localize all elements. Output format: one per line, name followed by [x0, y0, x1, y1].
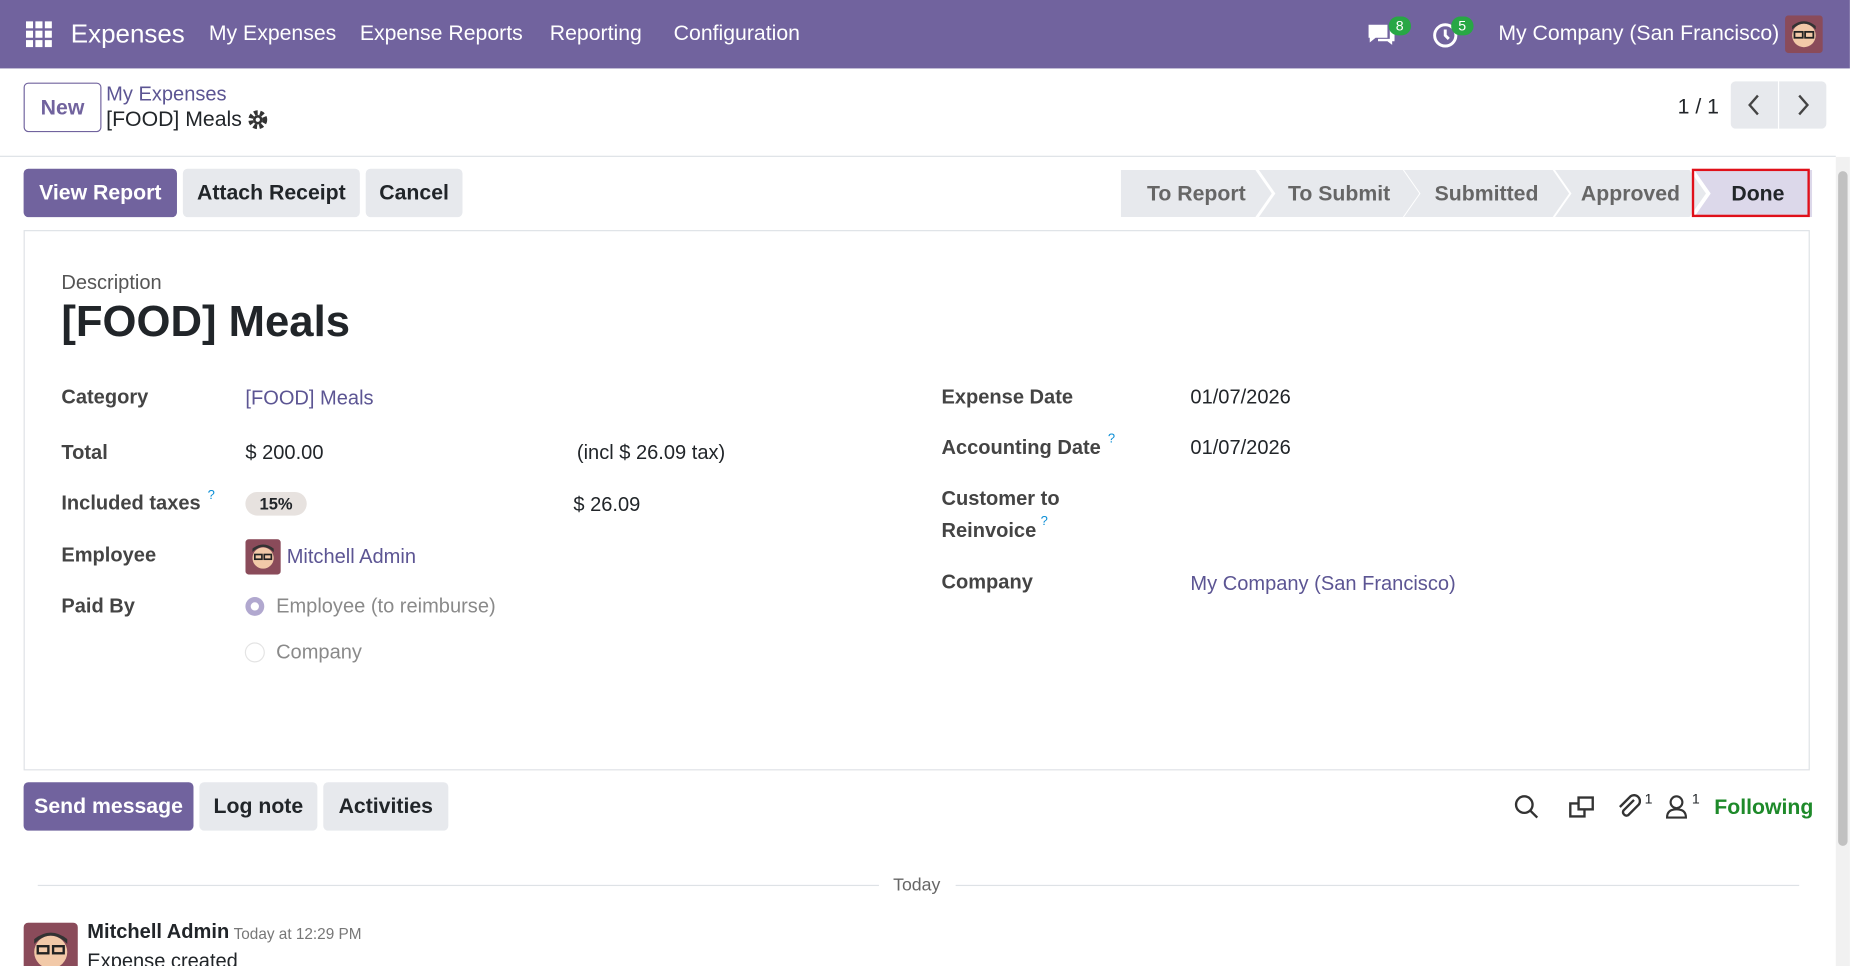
followers-icon[interactable] [1664, 794, 1690, 820]
description: [FOOD] Meals [61, 297, 350, 346]
field-label: Total [61, 441, 108, 464]
form-sheet [23, 230, 1810, 771]
layout-icon[interactable] [1568, 794, 1596, 820]
stage[interactable]: To Submit [1259, 170, 1419, 217]
pager-next[interactable] [1779, 81, 1827, 129]
radio-label[interactable]: Employee (to reimburse) [276, 594, 496, 618]
followers-count: 1 [1691, 790, 1700, 807]
field-label: Company [941, 571, 1033, 594]
stage[interactable]: Submitted [1404, 170, 1569, 217]
tax-note: (incl $ 26.09 tax) [576, 441, 726, 464]
separator-line [955, 884, 1800, 887]
activities-button[interactable]: Activities [323, 782, 449, 831]
new-button[interactable]: New [23, 82, 102, 133]
tax-amount: $ 26.09 [573, 493, 641, 516]
field-label: Paid By [61, 594, 135, 618]
menu-item[interactable]: Reporting [549, 21, 642, 45]
field-label: Accounting Date [941, 436, 1101, 459]
accounting-date: 01/07/2026 [1190, 436, 1291, 459]
message-author: Mitchell Admin [87, 920, 230, 943]
radio-unchecked[interactable] [244, 642, 265, 663]
activities-icon[interactable] [1432, 21, 1460, 49]
following-button[interactable]: Following [1714, 795, 1814, 819]
user-avatar[interactable] [1785, 15, 1823, 54]
attachment-icon[interactable] [1615, 793, 1642, 821]
attach-receipt-button[interactable]: Attach Receipt [182, 168, 360, 218]
employee-avatar [245, 539, 281, 575]
message-avatar [23, 922, 78, 966]
messages-icon[interactable] [1366, 21, 1397, 47]
radio-checked[interactable] [244, 596, 265, 617]
highlight-box [1691, 168, 1810, 218]
help-mark[interactable]: ? [1107, 431, 1116, 446]
scrollbar-thumb[interactable] [1838, 171, 1848, 846]
activities-badge: 5 [1451, 16, 1474, 36]
search-icon[interactable] [1514, 794, 1540, 820]
employee[interactable]: Mitchell Admin [286, 545, 417, 568]
expense-date: 01/07/2026 [1190, 385, 1291, 409]
view-report-button[interactable]: View Report [23, 168, 177, 218]
stage[interactable]: To Report [1121, 170, 1272, 217]
total: $ 200.00 [245, 441, 324, 464]
field-label: Included taxes [61, 491, 201, 515]
stage[interactable]: Approved [1555, 170, 1706, 217]
log-note-button[interactable]: Log note [199, 782, 318, 831]
stage-current[interactable]: Done [1694, 169, 1813, 218]
date-separator: Today [893, 875, 941, 896]
tax-badge: 15% [245, 491, 307, 516]
messages-badge: 8 [1388, 16, 1411, 36]
divider [0, 155, 1836, 157]
field-label: Expense Date [941, 385, 1074, 409]
pager-prev[interactable] [1730, 81, 1778, 129]
send-message-button[interactable]: Send message [23, 782, 194, 831]
field-label: Customer to [941, 487, 1060, 510]
gear-icon[interactable] [248, 110, 268, 130]
apps-icon[interactable] [25, 21, 52, 48]
app-name[interactable]: Expenses [70, 18, 185, 49]
cancel-button[interactable]: Cancel [365, 168, 463, 218]
field-label: Reinvoice [941, 519, 1037, 542]
message-time: Today at 12:29 PM [233, 924, 362, 943]
breadcrumb-current: [FOOD] Meals [106, 107, 242, 131]
field-label: Category [61, 385, 149, 409]
attachment-count: 1 [1644, 790, 1653, 807]
radio-label[interactable]: Company [276, 640, 362, 664]
message-body: Expense created [87, 949, 238, 966]
company-switcher[interactable]: My Company (San Francisco) [1498, 21, 1780, 45]
description-label: Description [61, 271, 162, 294]
menu-item[interactable]: My Expenses [208, 21, 337, 45]
navbar: Expenses My Expenses Expense Reports Rep… [0, 0, 1850, 69]
breadcrumb-parent[interactable]: My Expenses [106, 82, 227, 106]
pager: 1 / 1 [1677, 94, 1720, 118]
menu-item[interactable]: Configuration [673, 21, 800, 45]
separator-line [37, 884, 879, 887]
help-mark[interactable]: ? [207, 488, 215, 503]
field-label: Employee [61, 543, 157, 567]
category[interactable]: [FOOD] Meals [245, 386, 374, 410]
company[interactable]: My Company (San Francisco) [1190, 572, 1456, 595]
menu-item[interactable]: Expense Reports [359, 21, 523, 45]
help-mark[interactable]: ? [1040, 514, 1048, 529]
